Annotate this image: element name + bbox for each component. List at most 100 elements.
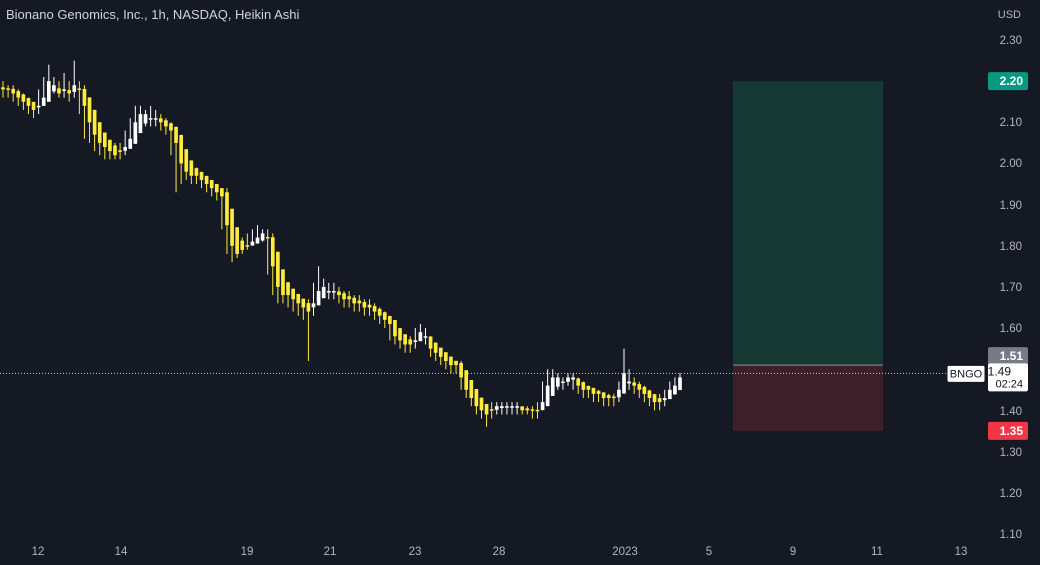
candle-body[interactable] <box>550 377 555 396</box>
candle-body[interactable] <box>138 114 143 134</box>
candle-body[interactable] <box>398 328 402 341</box>
candle-body[interactable] <box>591 387 596 394</box>
candle-body[interactable] <box>326 291 331 293</box>
candle-body[interactable] <box>113 145 117 156</box>
candle-body[interactable] <box>270 237 275 267</box>
candle-body[interactable] <box>169 123 173 131</box>
candle-body[interactable] <box>148 118 153 120</box>
candle-body[interactable] <box>622 373 626 394</box>
candle-body[interactable] <box>540 402 545 411</box>
candle-body[interactable] <box>484 403 489 415</box>
candle-body[interactable] <box>199 171 204 180</box>
candle-body[interactable] <box>332 291 336 293</box>
candle-body[interactable] <box>657 398 662 403</box>
candle-body[interactable] <box>306 303 311 312</box>
candle-body[interactable] <box>377 308 382 316</box>
candle-body[interactable] <box>296 293 301 304</box>
candle-body[interactable] <box>260 233 265 241</box>
candle-body[interactable] <box>153 118 158 120</box>
candle-body[interactable] <box>556 377 560 387</box>
candle-body[interactable] <box>606 395 611 399</box>
candle-body[interactable] <box>382 312 387 320</box>
candle-body[interactable] <box>637 384 642 390</box>
candle-body[interactable] <box>489 409 494 411</box>
candle-body[interactable] <box>413 340 418 342</box>
candle-body[interactable] <box>133 122 138 144</box>
candle-body[interactable] <box>57 88 61 94</box>
candle-body[interactable] <box>102 132 107 147</box>
candle-body[interactable] <box>388 316 392 324</box>
candle-body[interactable] <box>194 168 199 176</box>
candle-body[interactable] <box>62 89 66 91</box>
candle-body[interactable] <box>545 385 550 407</box>
candle-body[interactable] <box>16 91 21 98</box>
target-zone[interactable] <box>733 81 883 366</box>
candle-body[interactable] <box>143 114 148 124</box>
candle-body[interactable] <box>36 105 41 108</box>
candle-body[interactable] <box>601 392 606 399</box>
candle-body[interactable] <box>128 138 133 149</box>
candle-body[interactable] <box>250 241 255 246</box>
candle-body[interactable] <box>642 386 647 394</box>
candle-body[interactable] <box>362 301 367 308</box>
candle-body[interactable] <box>530 409 535 411</box>
candle-body[interactable] <box>311 303 316 308</box>
candle-body[interactable] <box>393 319 397 337</box>
candle-body[interactable] <box>118 150 122 152</box>
candle-body[interactable] <box>108 139 112 152</box>
candle-body[interactable] <box>342 293 346 300</box>
candle-body[interactable] <box>367 304 372 308</box>
candle-body[interactable] <box>505 406 509 408</box>
candle-body[interactable] <box>464 370 469 390</box>
candle-body[interactable] <box>561 381 565 384</box>
candle-body[interactable] <box>220 188 224 197</box>
candle-body[interactable] <box>566 377 570 382</box>
candle-body[interactable] <box>525 408 530 411</box>
candle-body[interactable] <box>87 97 92 123</box>
candle-body[interactable] <box>459 362 463 378</box>
candle-body[interactable] <box>571 377 575 380</box>
candle-body[interactable] <box>265 236 270 239</box>
candle-body[interactable] <box>321 286 326 299</box>
candle-body[interactable] <box>433 342 438 353</box>
stop-zone[interactable] <box>733 365 883 431</box>
candle-body[interactable] <box>576 378 581 386</box>
candle-body[interactable] <box>438 347 443 357</box>
candle-body[interactable] <box>357 300 362 304</box>
candle-body[interactable] <box>164 120 168 127</box>
candle-body[interactable] <box>423 336 428 338</box>
candle-body[interactable] <box>454 360 458 366</box>
candle-body[interactable] <box>515 406 519 408</box>
candle-body[interactable] <box>469 379 474 399</box>
candle-body[interactable] <box>667 389 672 400</box>
candle-body[interactable] <box>291 288 295 300</box>
candle-body[interactable] <box>204 175 209 185</box>
candle-body[interactable] <box>444 352 448 361</box>
candle-body[interactable] <box>97 122 102 143</box>
candle-body[interactable] <box>301 298 306 308</box>
candle-body[interactable] <box>189 160 194 176</box>
candle-body[interactable] <box>316 291 321 306</box>
candle-body[interactable] <box>158 118 163 123</box>
candle-body[interactable] <box>408 339 413 345</box>
candle-body[interactable] <box>627 381 631 384</box>
candle-body[interactable] <box>52 85 56 92</box>
candle-body[interactable] <box>225 192 229 226</box>
candle-body[interactable] <box>337 291 341 296</box>
candle-body[interactable] <box>184 149 189 172</box>
candle-body[interactable] <box>11 88 16 94</box>
candle-body[interactable] <box>214 184 219 193</box>
candle-body[interactable] <box>6 88 10 90</box>
candle-body[interactable] <box>1 87 5 90</box>
candle-body[interactable] <box>67 90 72 94</box>
candle-body[interactable] <box>31 101 36 110</box>
candle-body[interactable] <box>418 332 423 342</box>
candle-body[interactable] <box>611 396 616 399</box>
candle-body[interactable] <box>347 296 351 300</box>
candle-body[interactable] <box>673 385 677 395</box>
candle-body[interactable] <box>235 227 239 254</box>
candle-body[interactable] <box>179 134 183 164</box>
candle-body[interactable] <box>500 406 504 409</box>
candle-body[interactable] <box>26 98 31 106</box>
